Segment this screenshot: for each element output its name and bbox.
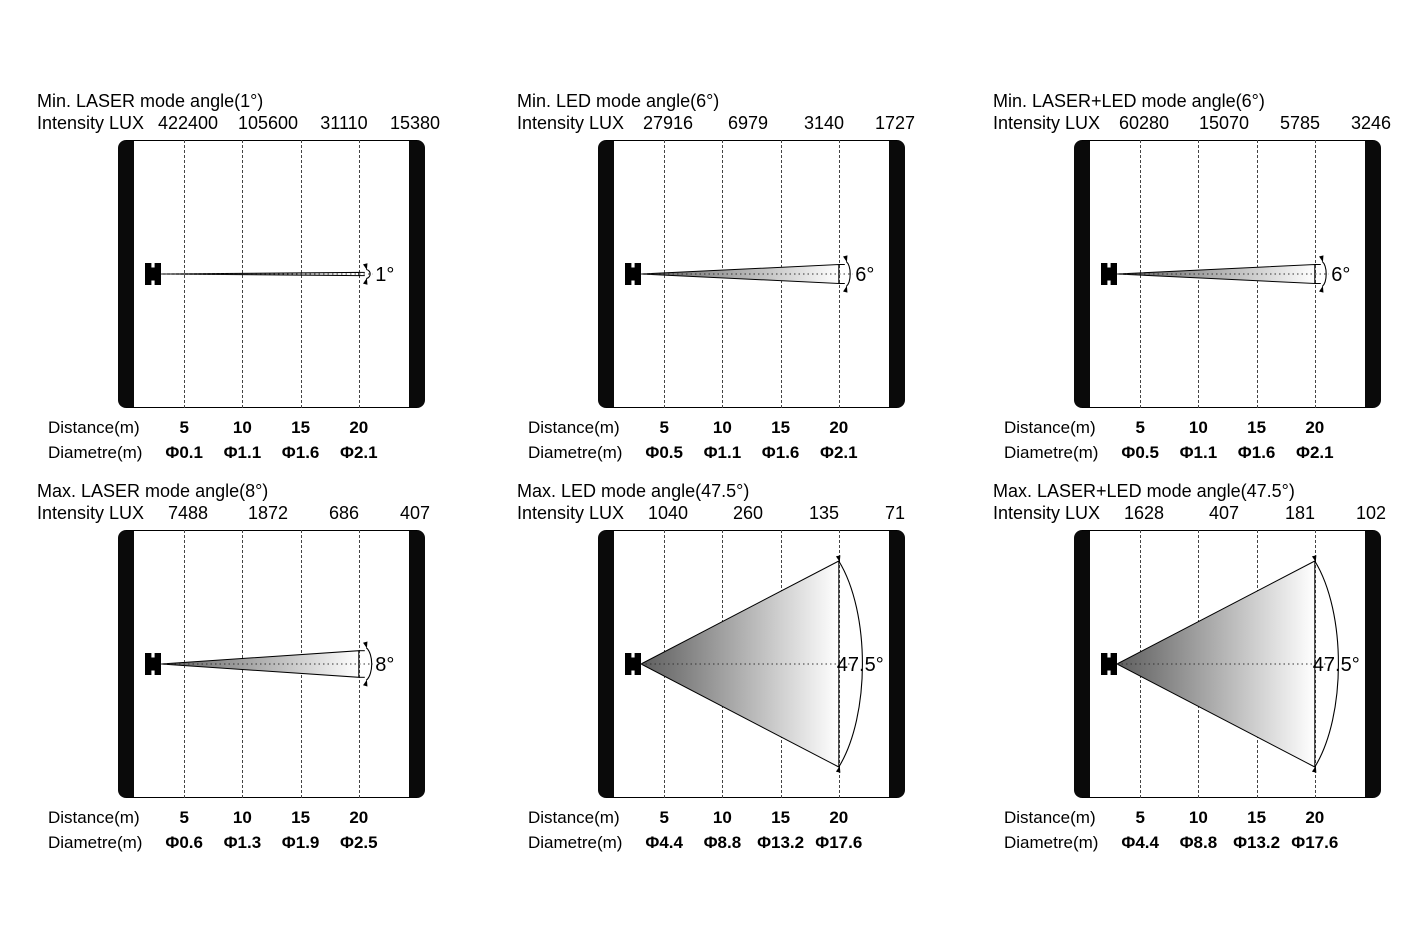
svg-text:6°: 6° [855, 264, 874, 286]
svg-text:1°: 1° [375, 264, 394, 286]
svg-text:47.5°: 47.5° [1313, 654, 1360, 676]
svg-text:47.5°: 47.5° [837, 654, 884, 676]
svg-text:6°: 6° [1331, 264, 1350, 286]
svg-text:8°: 8° [375, 654, 394, 676]
